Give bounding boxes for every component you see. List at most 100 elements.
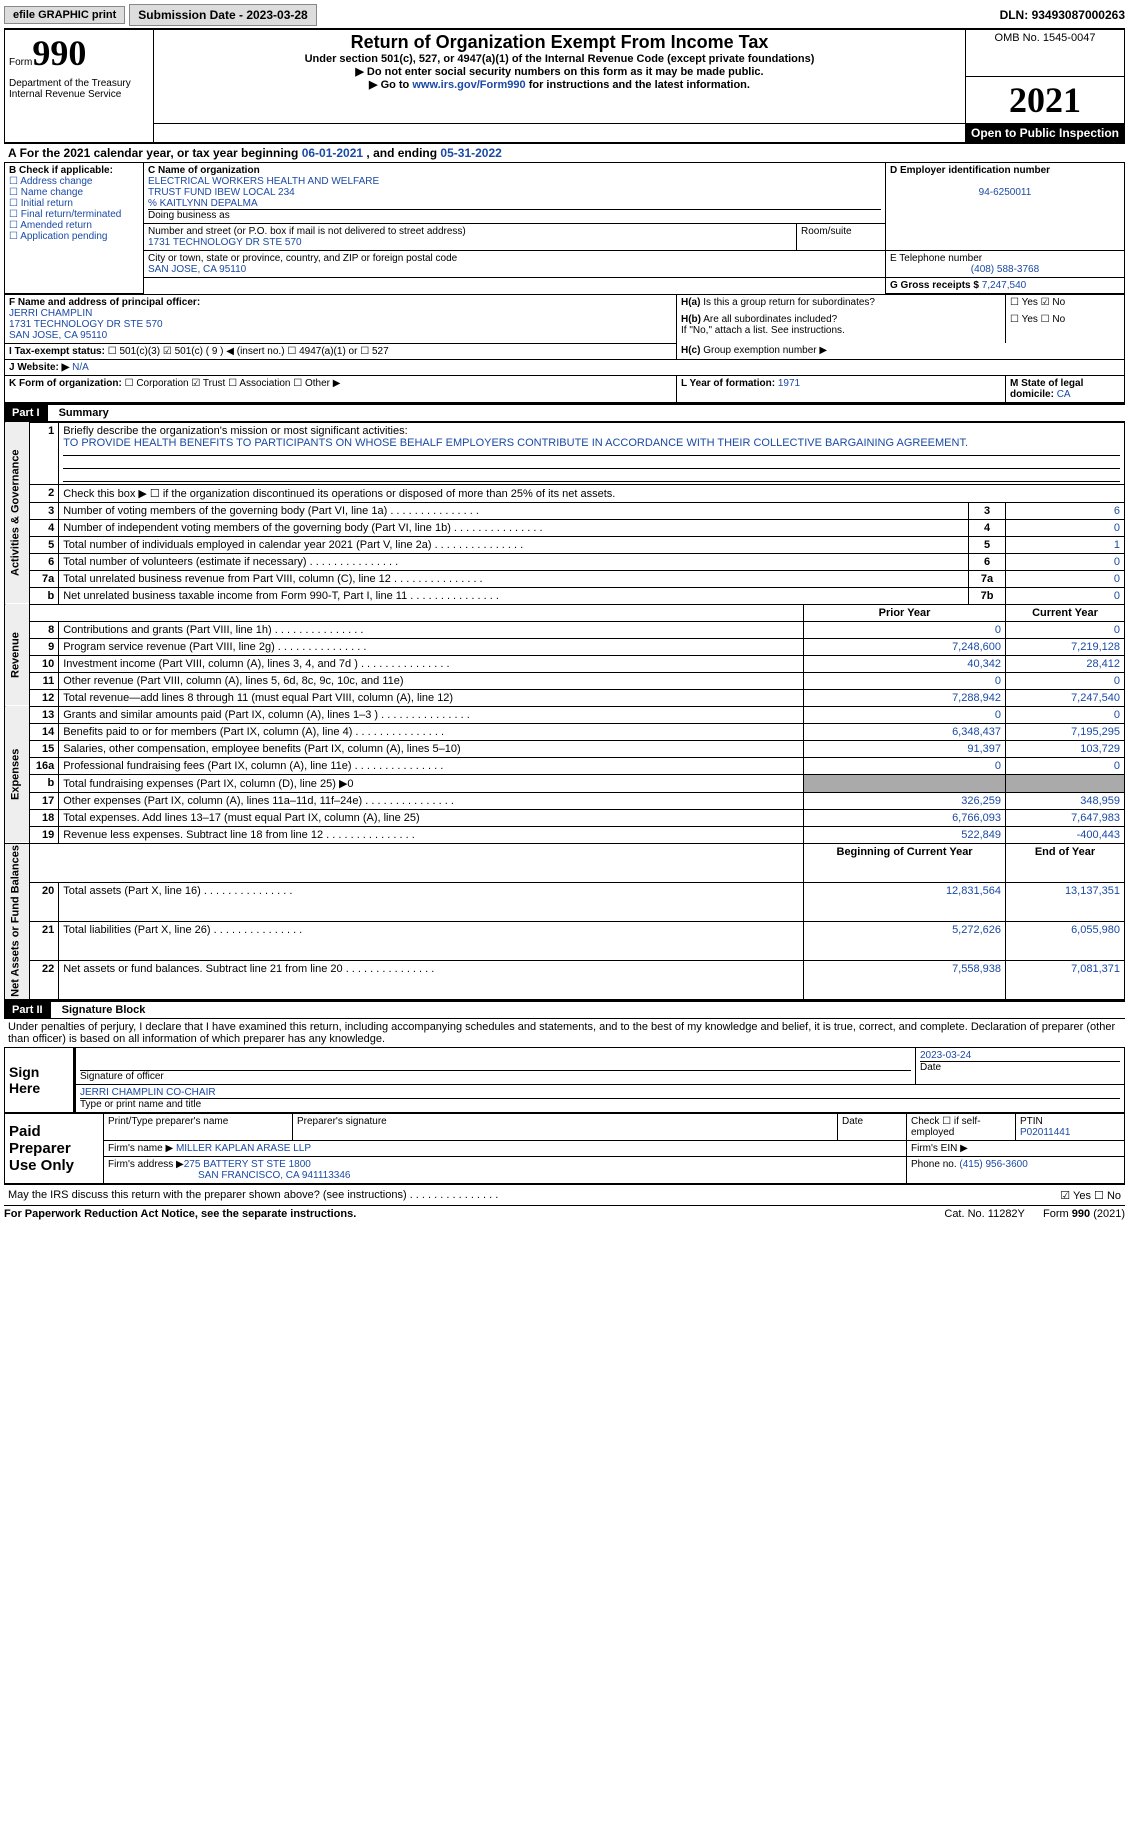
firm-phone: (415) 956-3600 [959,1159,1027,1170]
line-13: Grants and similar amounts paid (Part IX… [59,706,804,723]
discuss-text: May the IRS discuss this return with the… [8,1189,498,1201]
typed-name: JERRI CHAMPLIN CO-CHAIR [80,1087,216,1098]
head-begin: Beginning of Current Year [804,843,1006,882]
e15p: 91,397 [804,740,1006,757]
sig-date-val: 2023-03-24 [920,1050,971,1061]
cb-initial-return[interactable]: Initial return [9,198,73,209]
na21c: 6,055,980 [1006,921,1125,960]
e16ac: 0 [1006,757,1125,774]
self-emp-check[interactable]: Check ☐ if self-employed [907,1114,1016,1141]
street-val: 1731 TECHNOLOGY DR STE 570 [148,237,302,248]
summary-table: Activities & Governance 1 Briefly descri… [4,422,1125,1001]
cb-name-change[interactable]: Name change [9,187,83,198]
na22c: 7,081,371 [1006,961,1125,1000]
a-mid: , and ending [363,146,440,160]
val-3: 6 [1006,502,1125,519]
discuss-no[interactable]: No [1094,1190,1121,1202]
paid-preparer-label: Paid Preparer Use Only [5,1114,104,1184]
cb-amended[interactable]: Amended return [9,220,92,231]
r10p: 40,342 [804,655,1006,672]
officer-name: JERRI CHAMPLIN [9,308,92,319]
k-assoc[interactable]: Association [228,378,290,389]
line-17: Other expenses (Part IX, column (A), lin… [59,792,804,809]
line-6: Total number of volunteers (estimate if … [59,553,969,570]
i-527[interactable]: 527 [360,346,388,357]
part-2-bar: Part II [4,1002,51,1018]
ha-text: Is this a group return for subordinates? [703,297,875,308]
dln: DLN: 93493087000263 [1000,8,1125,22]
r11p: 0 [804,672,1006,689]
dept-1: Department of the Treasury [9,78,149,89]
cb-address-change[interactable]: Address change [9,176,92,187]
line-20: Total assets (Part X, line 16) [59,882,804,921]
line-11: Other revenue (Part VIII, column (A), li… [59,672,804,689]
e14c: 7,195,295 [1006,723,1125,740]
return-title: Return of Organization Exempt From Incom… [158,32,961,53]
firm-phone-label: Phone no. [911,1159,959,1170]
line-5: Total number of individuals employed in … [59,536,969,553]
r9p: 7,248,600 [804,638,1006,655]
officer-city: SAN JOSE, CA 95110 [9,330,107,341]
k-other[interactable]: Other ▶ [293,378,340,389]
prep-name-label: Print/Type preparer's name [104,1114,293,1141]
date-label: Date [920,1062,941,1073]
e-label: E Telephone number [890,253,982,264]
na21p: 5,272,626 [804,921,1006,960]
line-16b: Total fundraising expenses (Part IX, col… [59,774,804,792]
i-4947[interactable]: 4947(a)(1) or [287,346,357,357]
na20c: 13,137,351 [1006,882,1125,921]
org-name-3: % KAITLYNN DEPALMA [148,198,258,209]
domicile-state: CA [1057,389,1071,400]
page-footer: For Paperwork Reduction Act Notice, see … [4,1205,1125,1220]
k-corp[interactable]: Corporation [125,378,189,389]
a-pre: For the 2021 calendar year, or tax year … [20,146,302,160]
line-4: Number of independent voting members of … [59,519,969,536]
dln-val: 93493087000263 [1032,8,1125,22]
form-word: Form [9,57,32,68]
line-16a: Professional fundraising fees (Part IX, … [59,757,804,774]
hb-yes[interactable]: Yes [1010,314,1038,325]
irs-link[interactable]: www.irs.gov/Form990 [412,79,525,91]
side-netassets: Net Assets or Fund Balances [5,843,30,1000]
cb-final-return[interactable]: Final return/terminated [9,209,121,220]
goto-pre: Go to [381,79,413,91]
cb-app-pending[interactable]: Application pending [9,231,108,242]
side-revenue: Revenue [5,604,30,706]
line-10: Investment income (Part VIII, column (A)… [59,655,804,672]
line-18: Total expenses. Add lines 13–17 (must eq… [59,809,804,826]
efile-print[interactable]: efile GRAPHIC print [4,6,125,24]
ein-val: 94-6250011 [890,187,1120,198]
pra-notice: For Paperwork Reduction Act Notice, see … [4,1208,356,1220]
i-501c[interactable]: 501(c) ( 9 ) ◀ (insert no.) [163,346,285,357]
f-label: F Name and address of principal officer: [9,297,200,308]
part-1-name: Summary [51,407,109,419]
r8c: 0 [1006,621,1125,638]
e19p: 522,849 [804,826,1006,843]
ha-no[interactable]: No [1041,297,1066,308]
r9c: 7,219,128 [1006,638,1125,655]
dept-2: Internal Revenue Service [9,89,149,100]
firm-ein-label: Firm's EIN ▶ [907,1141,1125,1157]
b-heading: B Check if applicable: [9,165,113,176]
ha-yes[interactable]: Yes [1010,297,1038,308]
open-public-badge: Open to Public Inspection [966,123,1125,142]
discuss-yes[interactable]: Yes [1060,1190,1091,1202]
i-501c3[interactable]: 501(c)(3) [108,346,160,357]
g-label: G Gross receipts $ [890,280,982,291]
i-label: I Tax-exempt status: [9,346,105,357]
e17c: 348,959 [1006,792,1125,809]
r10c: 28,412 [1006,655,1125,672]
m-label: M State of legal domicile: [1010,378,1083,400]
firm-addr-2: SAN FRANCISCO, CA 941113346 [198,1170,350,1181]
hb-no[interactable]: No [1041,314,1066,325]
prep-date-label: Date [838,1114,907,1141]
omb-cell: OMB No. 1545-0047 [966,29,1125,76]
k-trust[interactable]: Trust [191,378,225,389]
dba-label: Doing business as [148,210,230,221]
mission-label: Briefly describe the organization's miss… [63,425,407,437]
e19c: -400,443 [1006,826,1125,843]
k-label: K Form of organization: [9,378,122,389]
part-2-heading: Part II Signature Block [4,1000,1125,1019]
line-15: Salaries, other compensation, employee b… [59,740,804,757]
e18c: 7,647,983 [1006,809,1125,826]
